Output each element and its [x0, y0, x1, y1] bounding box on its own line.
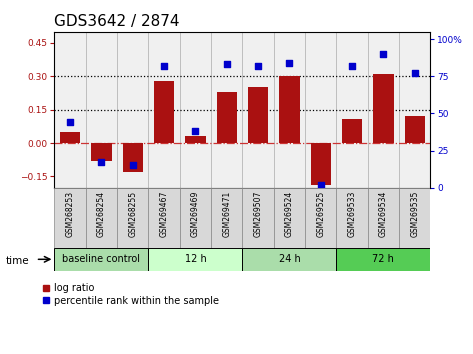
Bar [217, 92, 237, 143]
Bar [404, 116, 425, 143]
Point [348, 63, 356, 69]
Point [254, 63, 262, 69]
Bar [117, 188, 149, 248]
Bar [399, 188, 430, 248]
Text: GSM269469: GSM269469 [191, 190, 200, 237]
Text: GSM269533: GSM269533 [348, 190, 357, 237]
Text: GSM269534: GSM269534 [379, 190, 388, 237]
Bar [342, 119, 362, 143]
Text: GSM269507: GSM269507 [254, 190, 263, 237]
Bar [54, 188, 86, 248]
Bar [123, 143, 143, 172]
Text: GSM268254: GSM268254 [97, 190, 106, 237]
Text: GSM269535: GSM269535 [410, 190, 419, 237]
Bar [311, 143, 331, 185]
Bar [243, 248, 336, 271]
Point [286, 60, 293, 66]
Bar [185, 136, 206, 143]
Text: GSM268253: GSM268253 [66, 190, 75, 237]
Bar [149, 248, 243, 271]
Bar [279, 76, 299, 143]
Bar [211, 188, 243, 248]
Point [66, 120, 74, 125]
Bar [154, 81, 174, 143]
Text: GSM269525: GSM269525 [316, 190, 325, 237]
Text: GDS3642 / 2874: GDS3642 / 2874 [54, 14, 180, 29]
Bar [368, 188, 399, 248]
Bar [305, 188, 336, 248]
Point [411, 70, 419, 76]
Text: 24 h: 24 h [279, 254, 300, 264]
Bar [86, 188, 117, 248]
Point [160, 63, 168, 69]
Bar [274, 188, 305, 248]
Bar [336, 248, 430, 271]
Point [317, 182, 324, 188]
Text: time: time [6, 256, 29, 266]
Text: 12 h: 12 h [184, 254, 206, 264]
Point [129, 162, 137, 168]
Text: GSM268255: GSM268255 [128, 190, 137, 237]
Point [380, 51, 387, 57]
Bar [60, 132, 80, 143]
Bar [373, 74, 394, 143]
Bar [149, 188, 180, 248]
Bar [248, 87, 268, 143]
Bar [180, 188, 211, 248]
Point [192, 129, 199, 134]
Text: GSM269467: GSM269467 [159, 190, 168, 237]
Text: baseline control: baseline control [62, 254, 140, 264]
Text: GSM269471: GSM269471 [222, 190, 231, 237]
Point [97, 160, 105, 165]
Bar [54, 248, 149, 271]
Bar [243, 188, 274, 248]
Legend: log ratio, percentile rank within the sample: log ratio, percentile rank within the sa… [43, 283, 219, 306]
Bar [336, 188, 368, 248]
Text: GSM269524: GSM269524 [285, 190, 294, 237]
Text: 72 h: 72 h [373, 254, 394, 264]
Point [223, 62, 230, 67]
Bar [91, 143, 112, 161]
